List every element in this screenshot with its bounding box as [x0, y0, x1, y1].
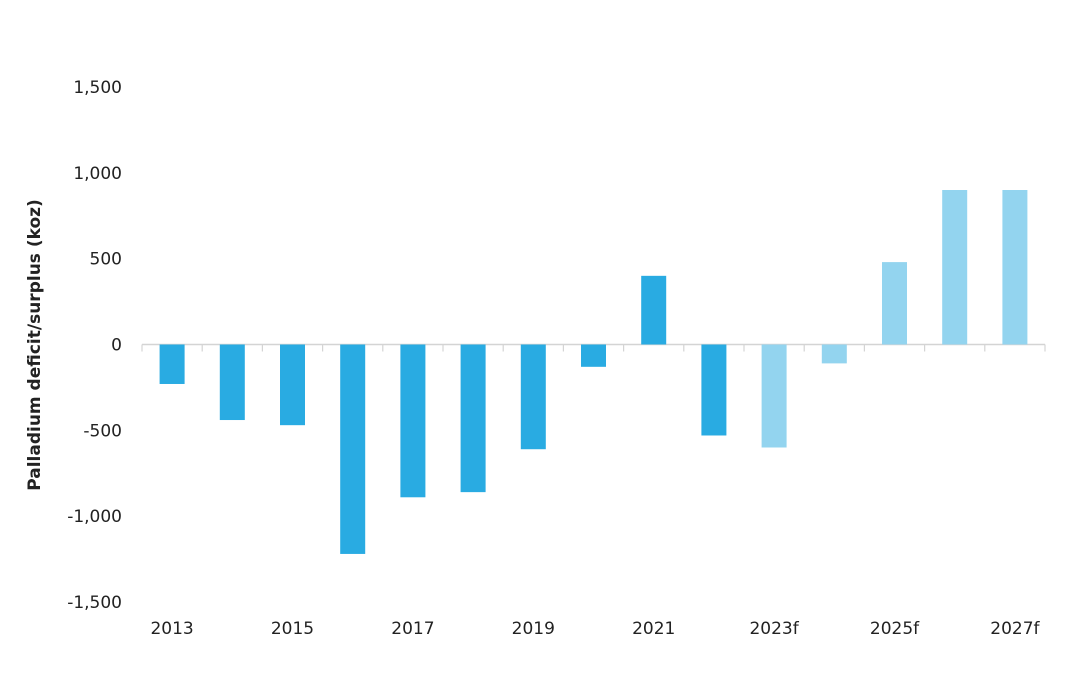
bar-2016: [340, 344, 366, 554]
bar-2025f: [882, 262, 907, 345]
y-tick-label: -1,000: [67, 507, 122, 527]
x-axis-ticks: 2013 2015 2017 2019 2021 2023f 2025f 2027f: [141, 344, 1046, 639]
bar-2014: [219, 344, 245, 421]
bar-2022: [701, 344, 727, 436]
y-tick-label: 1,500: [73, 78, 122, 98]
x-tick-label: 2019: [512, 619, 555, 639]
y-axis-ticks: 1,500 1,000 500 0 -500 -1,000 -1,500: [67, 78, 122, 613]
x-tick-label: 2015: [271, 619, 314, 639]
x-tick-label: 2025f: [870, 619, 920, 639]
x-tick-label: 2021: [632, 619, 675, 639]
bar-2017: [400, 344, 426, 498]
bar-2015: [280, 344, 305, 426]
y-tick-label: -1,500: [67, 593, 122, 613]
y-tick-label: 0: [111, 336, 122, 356]
bar-2013: [159, 344, 185, 384]
bar-2021: [641, 275, 667, 345]
bar-2019: [520, 344, 546, 450]
x-tick-label: 2023f: [749, 619, 799, 639]
bars: [159, 190, 1028, 554]
bar-2023f: [761, 344, 787, 448]
x-tick-label: 2027f: [990, 619, 1040, 639]
y-tick-label: 1,000: [73, 164, 122, 184]
x-tick-label: 2013: [150, 619, 193, 639]
bar-2020: [581, 344, 606, 367]
bar-2024f: [821, 344, 847, 364]
x-tick-label: 2017: [391, 619, 434, 639]
y-axis-title: Palladium deficit/surplus (koz): [25, 199, 45, 491]
y-tick-label: -500: [83, 421, 122, 441]
bar-2026f: [942, 190, 968, 345]
bar-2018: [460, 344, 486, 493]
bar-2027f: [1002, 190, 1028, 345]
y-tick-label: 500: [90, 250, 122, 270]
